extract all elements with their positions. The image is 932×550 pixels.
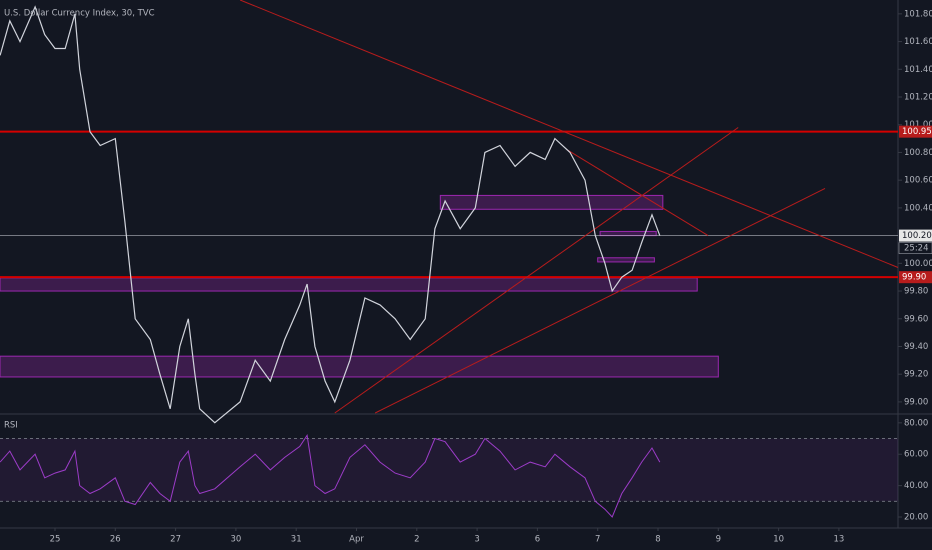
- price-tag: [899, 271, 932, 284]
- rsi-y-tick-label: 40.00: [904, 481, 928, 491]
- price-tag-label: 100.95: [902, 127, 932, 137]
- y-tick-label: 99.60: [904, 314, 928, 324]
- rsi-y-tick-label: 80.00: [904, 418, 928, 428]
- price-tag-label: 99.90: [902, 273, 926, 283]
- trendline: [239, 0, 899, 268]
- rsi-band: [0, 438, 898, 502]
- y-tick-label: 101.80: [904, 9, 932, 19]
- x-tick-label: 31: [291, 535, 302, 545]
- y-tick-label: 99.40: [904, 342, 928, 352]
- zone: [0, 277, 698, 292]
- countdown: 25:24: [904, 244, 929, 254]
- price-tag: [899, 229, 932, 242]
- y-tick-label: 99.20: [904, 370, 928, 380]
- zone: [0, 355, 719, 378]
- x-tick-label: 3: [474, 535, 479, 545]
- zone: [599, 230, 657, 237]
- rsi-line: [0, 434, 661, 518]
- price-tag-label: 100.20: [902, 231, 932, 241]
- x-tick-label: 13: [833, 535, 844, 545]
- y-tick-label: 100.40: [904, 203, 932, 213]
- x-tick-label: 30: [230, 535, 241, 545]
- y-tick-label: 100.60: [904, 176, 932, 186]
- countdown-box: [898, 242, 932, 254]
- y-tick-label: 99.80: [904, 287, 928, 297]
- x-tick-label: 10: [773, 535, 784, 545]
- x-tick-label: 8: [655, 535, 660, 545]
- x-tick-label: 7: [595, 535, 600, 545]
- price-tag: [899, 125, 932, 138]
- y-tick-label: 99.00: [904, 397, 928, 407]
- y-tick-label: 101.60: [904, 37, 932, 47]
- y-tick-label: 101.40: [904, 65, 932, 75]
- chart-title: U.S. Dollar Currency Index, 30, TVC: [4, 9, 155, 19]
- rsi-y-tick-label: 60.00: [904, 450, 928, 460]
- zone: [439, 194, 664, 210]
- y-tick-label: 101.20: [904, 93, 932, 103]
- price-line: [0, 5, 661, 424]
- trendline: [334, 127, 739, 414]
- x-tick-label: 9: [716, 535, 721, 545]
- trendline: [566, 149, 709, 237]
- x-tick-label: 25: [50, 535, 61, 545]
- x-tick-label: 2: [414, 535, 419, 545]
- rsi-y-tick-label: 20.00: [904, 513, 928, 523]
- x-tick-label: 6: [535, 535, 540, 545]
- y-tick-label: 101.00: [904, 120, 932, 130]
- x-tick-label: Apr: [349, 535, 364, 545]
- zone: [597, 257, 655, 263]
- y-tick-label: 100.80: [904, 148, 932, 158]
- y-tick-label: 100.00: [904, 259, 932, 269]
- trendline: [374, 188, 826, 414]
- rsi-label: RSI: [4, 421, 18, 431]
- x-tick-label: 26: [110, 535, 121, 545]
- x-tick-label: 27: [170, 535, 181, 545]
